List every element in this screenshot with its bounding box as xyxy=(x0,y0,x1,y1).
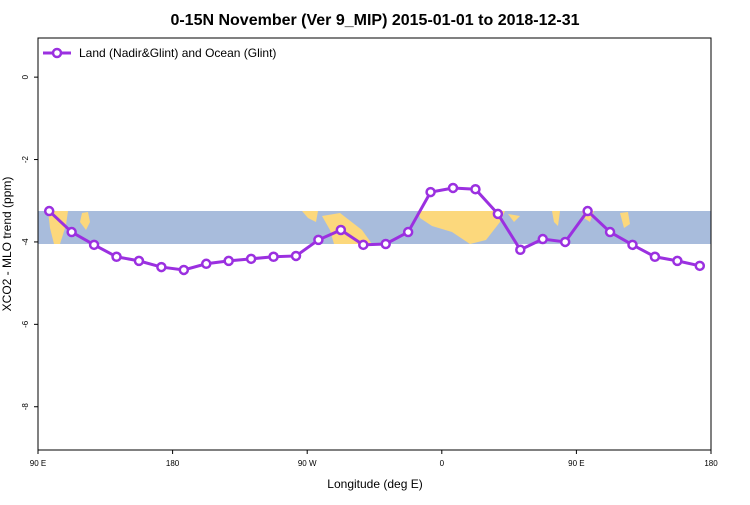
x-tick-label: 90 E xyxy=(30,459,46,468)
data-point xyxy=(335,224,347,236)
ocean-band xyxy=(38,211,711,244)
data-point xyxy=(470,183,481,195)
data-point xyxy=(313,234,324,246)
data-point xyxy=(111,251,122,263)
data-point xyxy=(290,250,302,262)
y-tick-label: -6 xyxy=(21,320,30,328)
data-point xyxy=(43,205,55,217)
data-point xyxy=(66,226,77,238)
data-point xyxy=(627,239,638,251)
x-axis-label: Longitude (deg E) xyxy=(327,477,422,491)
data-point xyxy=(537,233,548,245)
land xyxy=(48,211,68,244)
land xyxy=(620,212,630,228)
land xyxy=(322,213,372,244)
data-point xyxy=(492,208,504,220)
data-point xyxy=(425,186,436,198)
x-tick-label: 180 xyxy=(704,459,718,468)
data-point xyxy=(649,251,661,263)
y-tick-label: -2 xyxy=(21,155,30,163)
data-point xyxy=(358,239,369,251)
y-axis-label: XCO2 - MLO trend (ppm) xyxy=(0,177,14,312)
data-point xyxy=(515,244,526,256)
data-point xyxy=(133,255,145,267)
land xyxy=(552,211,560,226)
data-point xyxy=(245,253,257,265)
data-point xyxy=(672,255,683,267)
data-point xyxy=(223,255,234,267)
y-tick-label: 0 xyxy=(21,74,30,79)
data-point xyxy=(447,182,459,194)
data-point xyxy=(402,226,414,238)
x-tick-label: 90 W xyxy=(298,459,317,468)
data-point xyxy=(380,238,391,250)
data-point xyxy=(582,205,593,217)
x-tick-label: 90 E xyxy=(568,459,584,468)
data-point xyxy=(559,236,571,248)
data-point xyxy=(201,258,212,270)
land xyxy=(508,214,520,222)
plot-frame xyxy=(37,37,712,451)
land xyxy=(418,211,505,244)
legend-label: Land (Nadir&Glint) and Ocean (Glint) xyxy=(79,46,276,60)
data-point xyxy=(178,264,190,276)
x-tick-label: 180 xyxy=(166,459,180,468)
data-point xyxy=(88,239,100,251)
data-point xyxy=(268,251,279,263)
land xyxy=(302,211,318,222)
x-tick-label: 0 xyxy=(440,459,445,468)
legend-marker xyxy=(51,47,63,59)
chart-title: 0-15N November (Ver 9_MIP) 2015-01-01 to… xyxy=(170,12,579,29)
data-point xyxy=(156,261,167,273)
y-tick-label: -8 xyxy=(21,403,30,411)
land xyxy=(80,212,90,230)
data-point xyxy=(694,260,706,272)
y-tick-label: -4 xyxy=(21,238,30,246)
data-point xyxy=(604,226,616,238)
